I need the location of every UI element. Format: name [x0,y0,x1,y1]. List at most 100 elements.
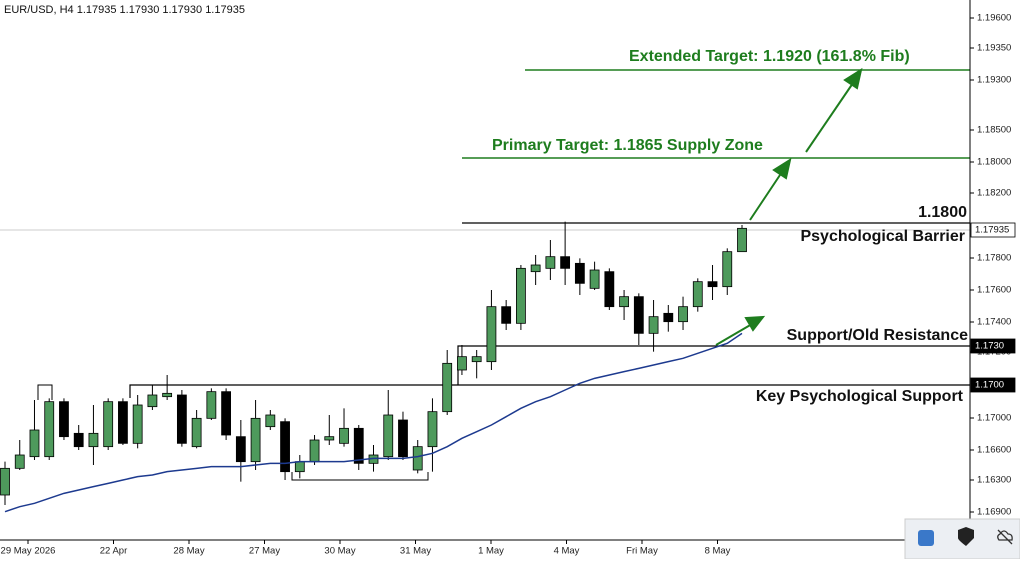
price-label: 1.19350 [977,43,1011,54]
price-label: 1.18500 [977,125,1011,136]
candle-body [88,432,99,448]
price-label: 1.16300 [977,475,1011,486]
price-label: 1.18200 [977,188,1011,199]
candle-body [235,436,246,463]
candle-body [648,316,659,334]
candle-body [457,356,467,371]
price-label: 1.16900 [977,507,1011,518]
candle-body [383,414,394,458]
annotation: Support/Old Resistance [787,327,968,344]
price-label: 1.17600 [977,285,1011,296]
levels [0,69,970,481]
time-label: 31 May [400,546,431,557]
moving-average [4,332,743,513]
candle-body [560,256,571,269]
candle-body [132,404,143,444]
candle-body [44,401,55,458]
price-label: 1.19300 [977,75,1011,86]
candle-body [147,394,158,408]
candle-body [118,401,128,444]
candle-body [663,312,674,323]
candle-body [294,461,305,473]
candle-body [501,306,512,324]
price-tag [970,338,1016,354]
candle-body [574,262,585,284]
candle-body [619,296,629,308]
candle-body [309,439,320,463]
candle-body [737,227,747,253]
candle-body [678,306,688,323]
candle-body [14,454,25,469]
candle-body [103,401,114,448]
arrows [715,67,863,346]
arrow [715,323,753,346]
candle-body [324,436,335,441]
chart-title: EUR/USD, H4 1.17935 1.17930 1.17930 1.17… [4,4,245,16]
price-label: 1.17400 [977,317,1011,328]
annotation: Extended Target: 1.1920 (161.8% Fib) [629,48,910,65]
candle-body [707,281,718,288]
time-label: Fri May [626,546,658,557]
candle-body [633,296,644,334]
axis-labels: 1.19600 1.19350 1.19300 1.18500 1.18000 1.182… [1,13,1016,557]
time-label: 30 May [324,546,355,557]
candle-body [280,421,290,473]
annotation: 1.1800 [918,204,967,221]
candle-body [191,417,202,448]
candle-body [486,306,497,363]
time-label: 8 May [705,546,731,557]
price-tag-label: 1.17935 [975,225,1009,236]
candle-body [722,251,733,288]
candle-body [162,392,173,398]
candle-body [398,419,408,458]
candle-body [530,264,541,273]
plot [0,221,747,513]
price-label: 1.19600 [977,13,1011,24]
tray-icon[interactable] [918,530,934,546]
bracket [291,472,429,481]
time-label: 1 May [478,546,504,557]
candle-body [0,467,10,496]
key-support-line [129,384,970,398]
candle-body [412,446,423,471]
price-tag-label: 1.1700 [975,380,1004,391]
price-label: 1.17000 [977,413,1011,424]
candle-body [589,269,600,289]
price-label: 1.17800 [977,253,1011,264]
candle-body [604,271,615,308]
tray-icon[interactable] [997,529,1013,545]
candle-body [442,362,453,413]
price-label: 1.18000 [977,157,1011,168]
time-label: 29 May 2026 [1,546,56,557]
time-label: 4 May [554,546,580,557]
candle-body [73,432,84,448]
annotation: Psychological Barrier [800,228,965,245]
candle-body [59,401,69,438]
price-label: 1.16600 [977,445,1011,456]
tray-icon[interactable] [958,527,974,546]
candle-body [29,429,40,458]
support-line [457,345,970,385]
time-label: 22 Apr [100,546,127,557]
candle-body [471,356,482,363]
candle-body [427,411,438,448]
candle-body [545,256,556,269]
bracket [37,384,53,400]
arrow-head [744,315,766,332]
arrow-head [772,157,792,180]
candle-body [339,427,349,444]
time-label: 27 May [249,546,280,557]
candle-body [692,281,703,308]
candle-body [250,417,261,463]
price-tag [970,222,1016,238]
candle-body [265,414,276,428]
candle-body [206,391,217,419]
candle-body [221,391,232,436]
arrow [749,171,783,221]
annotation: Primary Target: 1.1865 Supply Zone [492,137,763,154]
price-tag-label: 1.1730 [975,341,1004,352]
candle-body [516,267,526,324]
arrow-head [843,67,863,90]
